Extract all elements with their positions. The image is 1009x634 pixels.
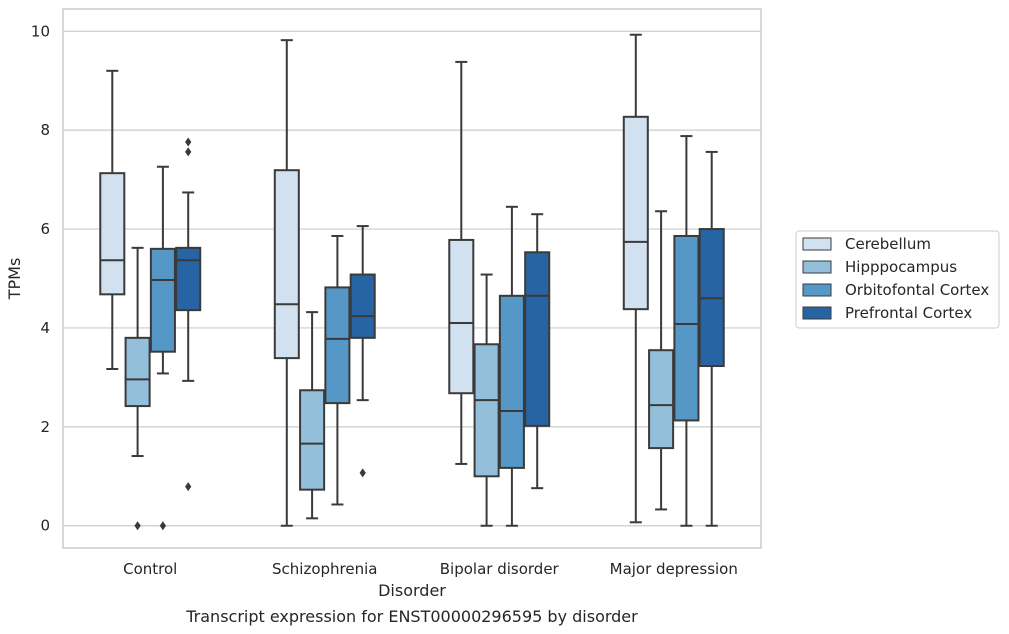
- box-group: [448, 60, 475, 465]
- y-axis-label: TPMs: [5, 258, 24, 301]
- box-group: [698, 150, 725, 527]
- y-axis-ticks: 0 2 4 6 8 10: [31, 22, 50, 534]
- legend-label: Cerebellum: [845, 235, 931, 253]
- box: [673, 234, 700, 422]
- legend-label: Hipppocampus: [845, 258, 957, 276]
- box: [648, 349, 675, 450]
- box: [175, 246, 202, 312]
- legend-label: Orbitofontal Cortex: [845, 281, 989, 299]
- legend-swatch: [802, 237, 832, 251]
- boxes: [99, 33, 725, 531]
- legend-swatch: [802, 283, 832, 297]
- box-group: [648, 210, 675, 511]
- y-tick-label: 2: [40, 418, 50, 436]
- box-group: [324, 234, 351, 506]
- chart-caption: Transcript expression for ENST0000029659…: [185, 607, 638, 626]
- outlier-point: [185, 482, 192, 492]
- box-group: [622, 33, 649, 524]
- y-tick-label: 10: [31, 22, 50, 40]
- box-group: [299, 311, 326, 520]
- x-axis-ticks: Control Schizophrenia Bipolar disorder Majo…: [123, 560, 738, 578]
- legend: Cerebellum Hipppocampus Orbitofontal Corte…: [795, 230, 1000, 329]
- y-tick-label: 4: [40, 319, 50, 337]
- y-tick-label: 0: [40, 517, 50, 535]
- box-group: [524, 213, 551, 490]
- box: [448, 238, 475, 395]
- box-group: [349, 225, 376, 478]
- box-group: [149, 165, 176, 531]
- outlier-point: [185, 147, 192, 157]
- legend-swatch: [802, 306, 832, 320]
- x-axis-label: Disorder: [378, 581, 446, 600]
- box: [524, 251, 551, 427]
- box: [273, 169, 300, 360]
- box-group: [99, 69, 126, 370]
- x-tick-label: Schizophrenia: [272, 560, 377, 578]
- box-group: [473, 273, 500, 527]
- legend-frame: [795, 230, 1000, 329]
- outlier-point: [185, 137, 192, 147]
- legend-swatch: [802, 260, 832, 274]
- box: [299, 389, 326, 491]
- y-tick-label: 6: [40, 220, 50, 238]
- box-group: [273, 39, 300, 527]
- box-group: [175, 137, 202, 492]
- box: [149, 247, 176, 353]
- plot-frame: [62, 8, 762, 549]
- legend-label: Prefrontal Cortex: [845, 304, 972, 322]
- x-tick-label: Major depression: [610, 560, 738, 578]
- box-group: [124, 246, 151, 531]
- box: [498, 294, 525, 469]
- box-group: [673, 135, 700, 527]
- outlier-point: [134, 521, 141, 531]
- x-tick-label: Control: [123, 560, 177, 578]
- box: [324, 286, 351, 405]
- box: [622, 115, 649, 311]
- box: [99, 172, 126, 296]
- box-group: [498, 205, 525, 527]
- x-tick-label: Bipolar disorder: [440, 560, 560, 578]
- box: [473, 343, 500, 478]
- box: [124, 336, 151, 408]
- box: [349, 273, 376, 339]
- gridlines: [63, 30, 761, 527]
- outlier-point: [359, 468, 366, 478]
- y-tick-label: 8: [40, 121, 50, 139]
- outlier-point: [159, 521, 167, 531]
